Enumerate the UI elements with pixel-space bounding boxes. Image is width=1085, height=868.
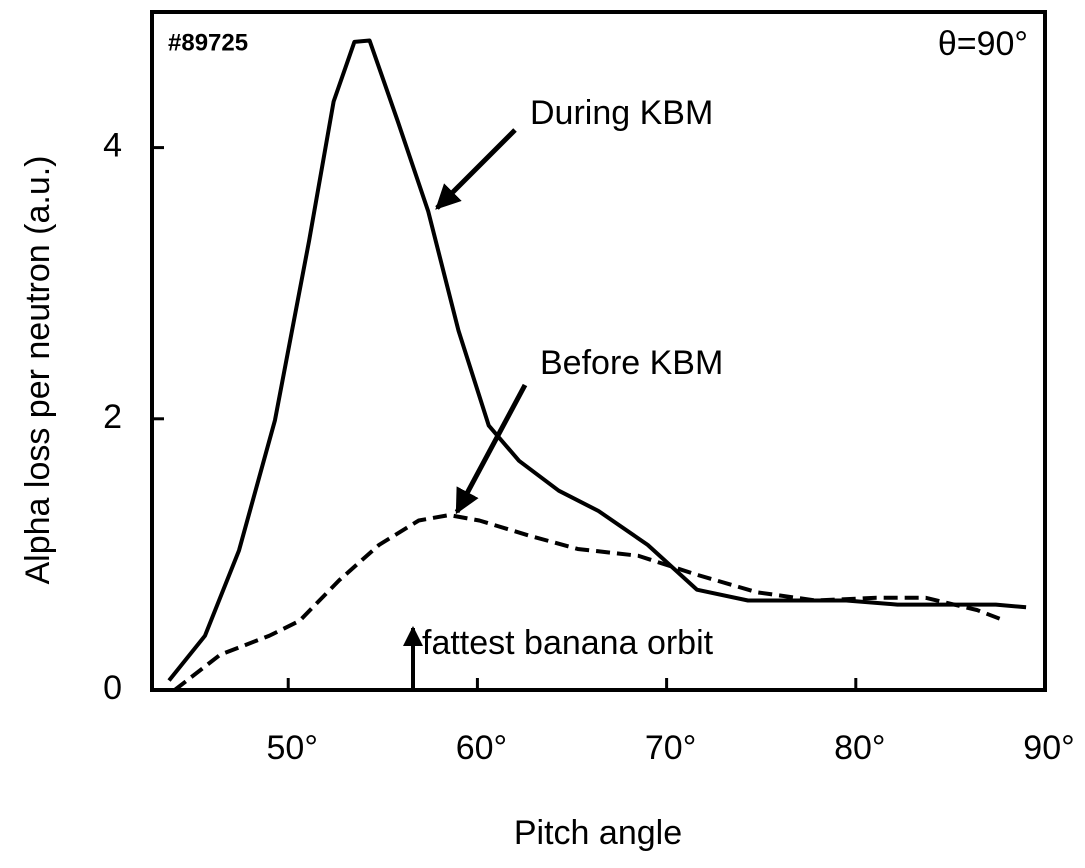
x-tick-label: 60° bbox=[456, 729, 507, 767]
x-axis-label: Pitch angle bbox=[514, 814, 682, 852]
y-tick-label: 0 bbox=[103, 669, 122, 707]
arrow bbox=[435, 128, 517, 210]
series-line bbox=[167, 38, 1027, 682]
annotation: Before KBM bbox=[540, 344, 723, 382]
angle-label: θ=90° bbox=[938, 25, 1028, 63]
shot-label: #89725 bbox=[168, 29, 248, 56]
plot-frame bbox=[150, 10, 1047, 692]
x-tick-label: 80° bbox=[834, 729, 885, 767]
x-tick-label: 90° bbox=[1023, 729, 1074, 767]
x-tick-label: 70° bbox=[645, 729, 696, 767]
annotation: During KBM bbox=[530, 94, 713, 132]
x-tick-label: 50° bbox=[267, 729, 318, 767]
y-tick-label: 2 bbox=[103, 398, 122, 436]
y-tick-label: 4 bbox=[103, 127, 122, 165]
series-line bbox=[173, 513, 1006, 692]
y-axis-label: Alpha loss per neutron (a.u.) bbox=[19, 155, 57, 584]
arrow bbox=[454, 383, 528, 515]
annotation: fattest banana orbit bbox=[422, 624, 714, 662]
